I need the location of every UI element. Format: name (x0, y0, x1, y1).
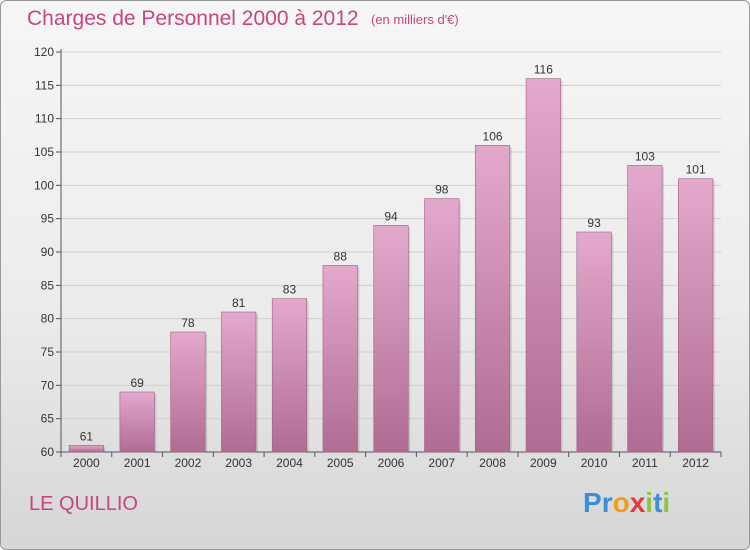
logo-letter: P (583, 487, 602, 518)
data-label: 78 (181, 316, 195, 330)
y-tick-label: 105 (34, 145, 54, 159)
logo-letter: t (653, 487, 663, 518)
data-label: 69 (130, 376, 144, 390)
proxiti-logo[interactable]: Proxiti (583, 487, 670, 519)
bar (474, 145, 511, 453)
bar-chart: 60 65 70 75 80 85 90 95 100 105 110 115 120 61 2000 69 2… (34, 45, 722, 470)
data-label: 94 (384, 209, 398, 223)
logo-letter: x (629, 487, 646, 518)
bar (271, 298, 308, 453)
y-tick-label: 120 (34, 45, 54, 59)
y-tick-label: 90 (41, 245, 55, 259)
logo-letter: i (662, 487, 671, 518)
data-label: 98 (435, 183, 449, 197)
x-tick-label: 2004 (276, 456, 303, 470)
x-tick-label: 2012 (682, 456, 709, 470)
x-tick-label: 2010 (581, 456, 608, 470)
chart-title: Charges de Personnel 2000 à 2012 (27, 7, 359, 30)
y-tick-label: 115 (35, 78, 54, 92)
logo-letter: i (645, 487, 654, 518)
y-tick-label: 80 (41, 312, 55, 326)
chart-subtitle: (en milliers d'€) (371, 12, 459, 27)
x-tick-label: 2005 (327, 456, 354, 470)
data-label: 101 (686, 163, 706, 177)
x-tick-label: 2003 (225, 456, 252, 470)
bar (119, 391, 155, 453)
logo-letter: r (601, 487, 613, 518)
x-tick-label: 2009 (530, 456, 557, 470)
data-label: 93 (587, 216, 601, 230)
x-tick-label: 2006 (378, 456, 405, 470)
bar (170, 331, 206, 453)
data-label: 83 (283, 283, 297, 297)
y-tick-label: 70 (41, 378, 55, 392)
bar (678, 178, 714, 453)
data-label: 88 (334, 249, 348, 263)
x-tick-label: 2001 (124, 456, 151, 470)
bar (68, 445, 104, 453)
bar (576, 231, 612, 453)
data-label: 61 (80, 429, 94, 443)
x-tick-label: 2008 (479, 456, 506, 470)
data-label: 116 (534, 63, 553, 77)
y-tick-label: 110 (35, 112, 54, 126)
data-label: 103 (635, 149, 655, 163)
x-tick-label: 2000 (73, 456, 100, 470)
bar (373, 225, 409, 453)
data-label: 106 (483, 129, 503, 143)
y-tick-label: 95 (41, 212, 55, 226)
bar (424, 198, 460, 453)
y-tick-label: 65 (41, 412, 55, 426)
y-tick-label: 75 (41, 345, 55, 359)
bar (525, 78, 561, 453)
x-tick-label: 2011 (632, 456, 658, 470)
bar (221, 311, 257, 453)
y-tick-label: 85 (41, 278, 55, 292)
x-tick-label: 2007 (428, 456, 455, 470)
y-tick-label: 60 (41, 445, 55, 459)
commune-name: LE QUILLIO (29, 493, 138, 515)
x-tick-label: 2002 (175, 456, 202, 470)
bar (322, 265, 358, 453)
bar (627, 165, 663, 453)
data-label: 81 (232, 296, 246, 310)
logo-letter: o (612, 487, 630, 518)
y-tick-label: 100 (34, 178, 54, 192)
